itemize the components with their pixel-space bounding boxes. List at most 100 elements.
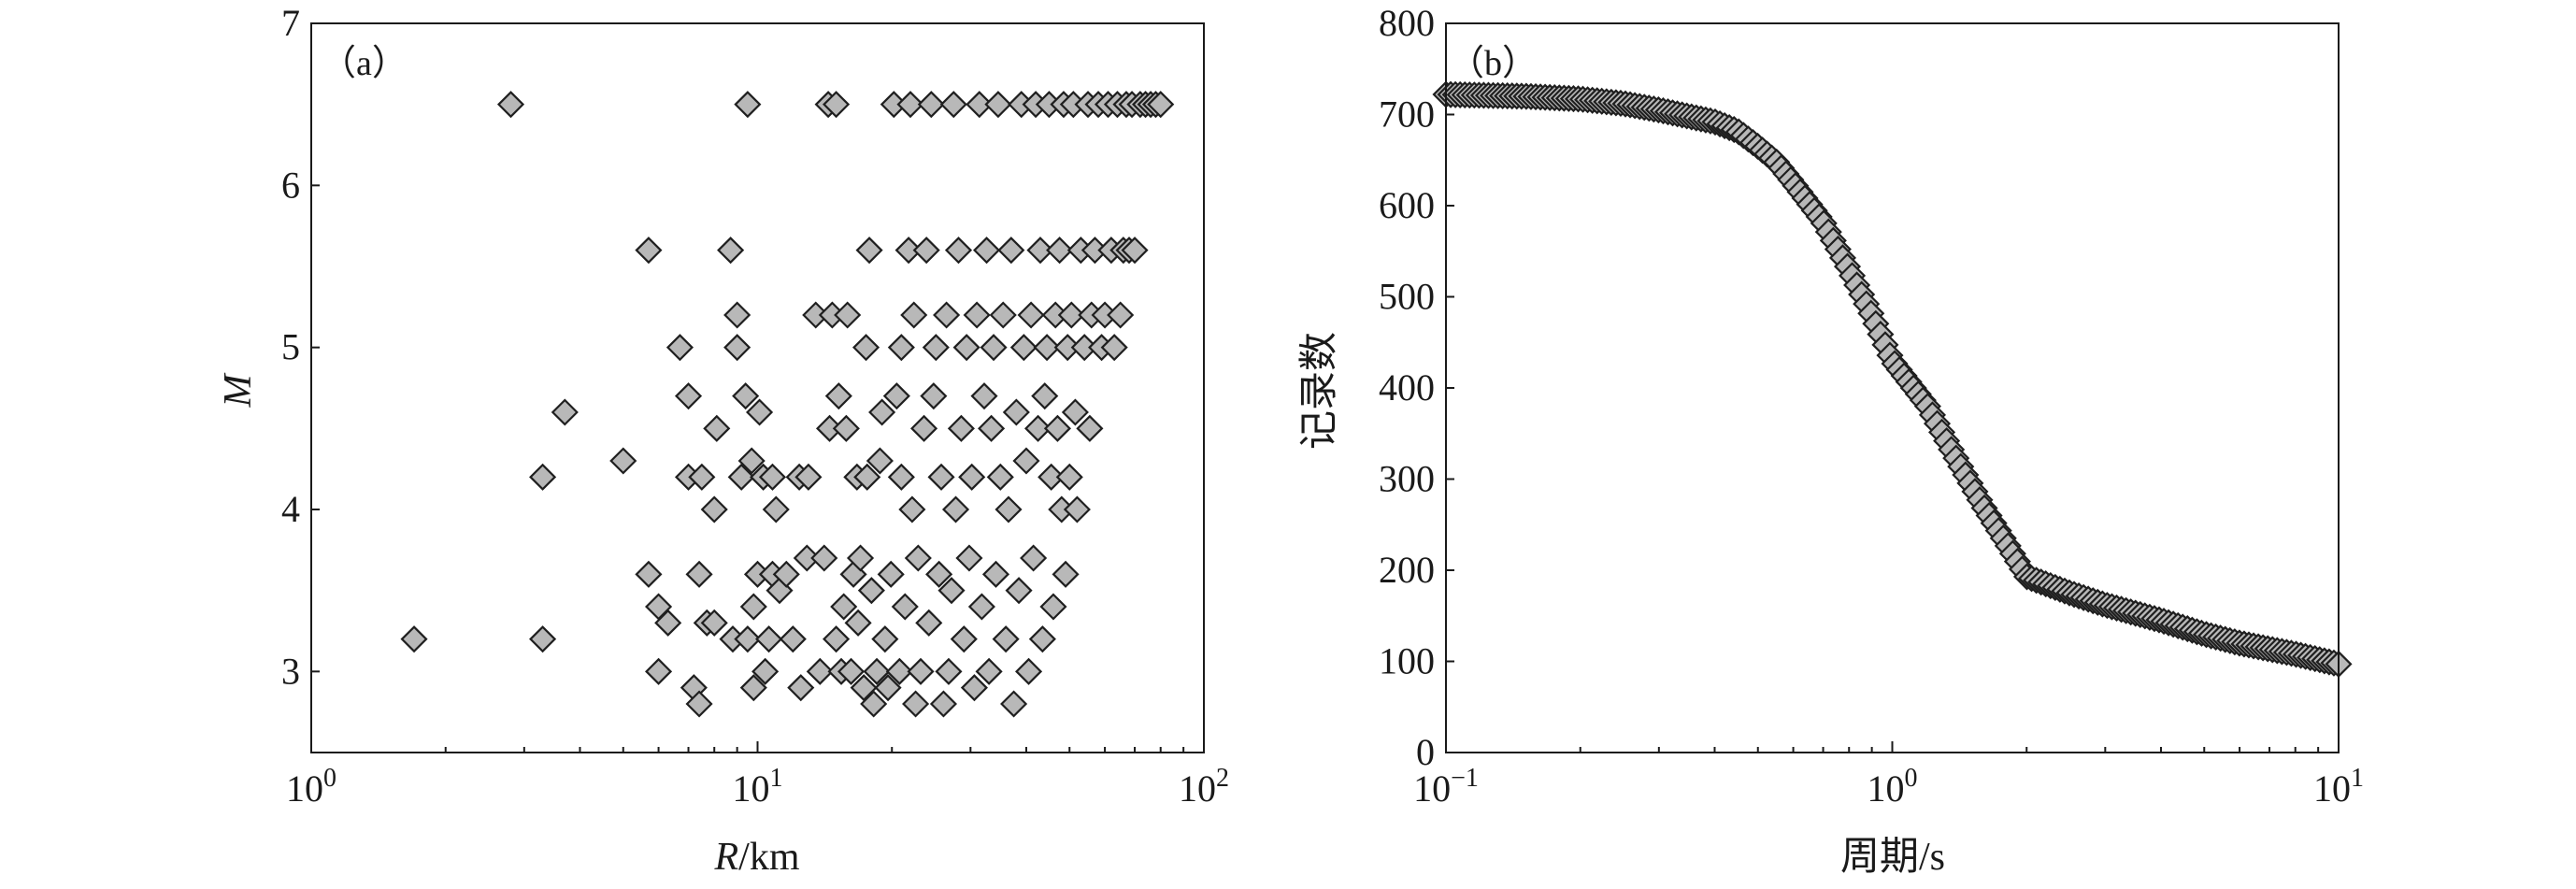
data-point [727,463,755,491]
data-point [1107,301,1135,329]
data-point [925,560,953,588]
data-point [894,237,923,265]
data-point [1020,544,1048,572]
data-point [1055,463,1083,491]
data-point [960,674,988,702]
x-tick-label: 100 [286,764,336,810]
y-tick-label: 100 [1379,640,1435,682]
data-point [950,625,978,653]
data-point [970,382,998,410]
y-tick-label: 4 [281,488,300,530]
data-point [1009,334,1038,362]
data-point [995,495,1023,523]
panel-b-x-axis-title: 周期/s [1840,836,1945,879]
panel-b-label: （b） [1449,44,1538,83]
data-point [700,495,728,523]
data-point [1046,237,1074,265]
data-point [947,414,975,442]
data-point [853,463,881,491]
panel-a-x-axis: 100 101 102 [286,741,1229,810]
data-point [933,301,961,329]
panel-a-x-axis-title: R/km [714,836,800,879]
data-point [529,463,557,491]
data-point [904,544,932,572]
data-point [1031,382,1059,410]
data-point [732,382,760,410]
data-point [975,657,1003,685]
y-tick-label: 0 [1416,731,1435,773]
data-point [1033,334,1061,362]
data-point [887,463,915,491]
data-point [830,593,858,621]
data-point [723,301,751,329]
data-point [734,91,762,119]
data-point [963,301,991,329]
data-point [645,657,673,685]
data-point [891,593,919,621]
x-tick-label: 101 [733,764,783,810]
data-point [635,560,663,588]
data-point [400,625,428,653]
data-point [1057,301,1085,329]
data-point [810,544,838,572]
data-point [992,625,1020,653]
data-point [967,593,995,621]
data-point [939,91,967,119]
data-point [978,414,1006,442]
x-tick-label: 100 [1868,764,1918,810]
data-point [703,414,731,442]
data-point [1043,414,1071,442]
data-point [551,398,579,426]
y-tick-label: 500 [1379,276,1435,318]
data-point [717,237,745,265]
y-tick-label: 800 [1379,2,1435,44]
data-point [806,657,834,685]
data-point [837,657,866,685]
data-point [751,657,780,685]
panel-a-y-axis: 3 4 5 6 7 [281,2,320,692]
y-tick-label: 600 [1379,184,1435,226]
data-point [654,609,682,637]
data-point [997,237,1025,265]
data-point [772,560,800,588]
data-point [723,334,751,362]
data-point [922,334,950,362]
data-point [823,91,851,119]
data-point [529,625,557,653]
data-point [674,382,703,410]
data-point [758,463,787,491]
data-point [866,447,894,475]
data-point [887,334,915,362]
panel-a-x-title-unit: /km [738,836,800,879]
data-point [846,544,875,572]
data-point [746,398,774,426]
data-point [734,625,762,653]
data-point [941,495,970,523]
y-tick-label: 3 [281,650,300,692]
panel-b-y-axis: 0 100 200 300 400 500 600 700 800 [1379,2,1454,773]
y-tick-label: 6 [281,164,300,206]
data-point [877,560,905,588]
data-point [910,414,938,442]
data-point [857,577,885,605]
data-point [1005,577,1033,605]
data-point [1061,398,1089,426]
x-tick-label: 102 [1179,764,1229,810]
y-tick-label: 400 [1379,366,1435,409]
data-point [1012,447,1040,475]
data-point [958,463,986,491]
x-tick-label: 10−1 [1413,764,1479,810]
panel-a-plot-frame [310,22,1205,753]
data-point [896,91,924,119]
data-point [929,690,958,718]
data-point [986,463,1014,491]
data-point [1000,690,1028,718]
data-point [665,334,694,362]
data-point [850,674,878,702]
data-point [863,657,891,685]
data-point [927,463,955,491]
y-tick-label: 700 [1379,93,1435,136]
data-point [737,447,766,475]
data-point [955,544,983,572]
